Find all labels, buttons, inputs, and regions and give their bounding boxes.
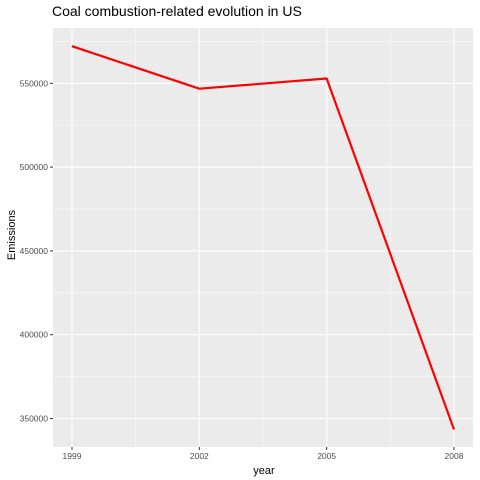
y-axis: 350000 400000 450000 500000 550000 (20, 78, 53, 424)
x-axis-title: year (253, 465, 275, 477)
y-tick-label: 500000 (20, 162, 49, 172)
minor-gridlines (53, 28, 473, 447)
x-tick-label: 2005 (317, 451, 336, 461)
x-tick-label: 1999 (63, 451, 82, 461)
data-series (71, 45, 456, 430)
major-gridlines (53, 28, 473, 447)
y-tick-label: 400000 (20, 330, 49, 340)
y-tick-label: 450000 (20, 246, 49, 256)
y-tick-label: 550000 (20, 78, 49, 88)
x-tick-label: 2008 (445, 451, 464, 461)
series-line (71, 45, 456, 430)
y-tick-label: 350000 (20, 414, 49, 424)
y-axis-title: Emissions (6, 209, 18, 260)
chart-title: Coal combustion-related evolution in US (52, 3, 302, 19)
x-tick-label: 2002 (190, 451, 209, 461)
x-axis: 1999 2002 2005 2008 (63, 447, 464, 461)
